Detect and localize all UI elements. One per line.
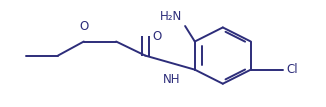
Text: O: O: [152, 30, 162, 43]
Text: NH: NH: [163, 73, 180, 86]
Text: O: O: [79, 20, 88, 33]
Text: H₂N: H₂N: [160, 10, 182, 23]
Text: Cl: Cl: [286, 63, 298, 76]
